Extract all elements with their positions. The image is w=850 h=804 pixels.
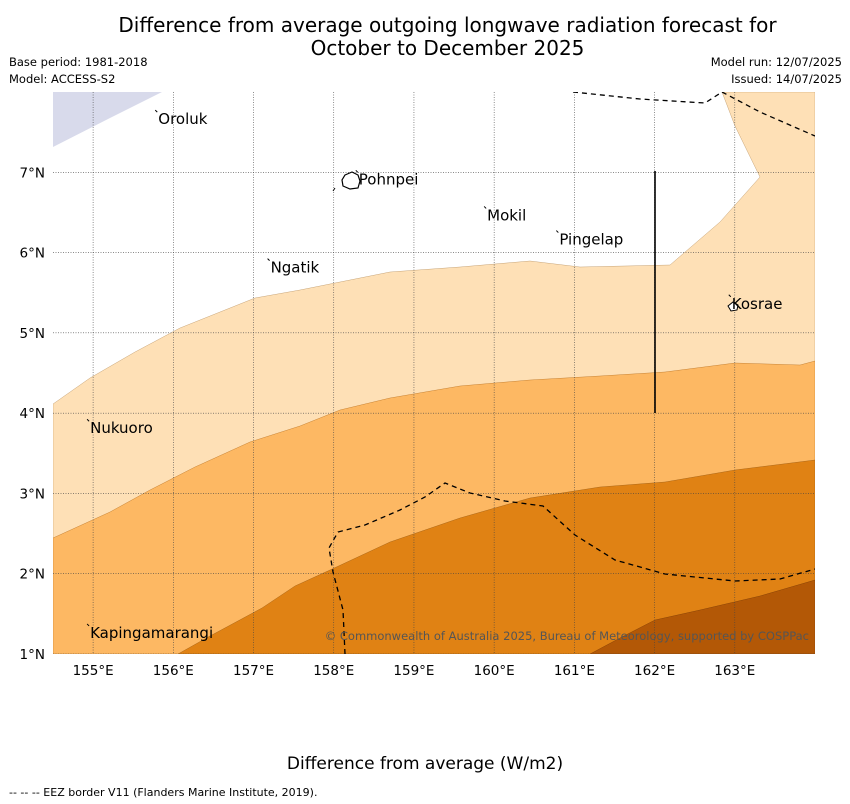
colorbar-label: Difference from average (W/m2) <box>286 754 564 774</box>
lon-tick-label: 155°E <box>73 663 114 679</box>
place-label-kosrae: Kosrae <box>732 295 783 313</box>
lat-tick-label: 3°N <box>20 486 45 502</box>
lon-tick-label: 157°E <box>233 663 274 679</box>
place-label-pohnpei: Pohnpei <box>359 170 419 188</box>
lat-tick-label: 7°N <box>20 165 45 181</box>
map-area <box>53 92 815 654</box>
eez-footnote: -- -- -- EEZ border V11 (Flanders Marine… <box>9 786 318 799</box>
place-marker <box>154 109 158 113</box>
contour-band-15-25 <box>589 579 815 654</box>
meta-right: Model run: 12/07/2025 Issued: 14/07/2025 <box>711 54 842 88</box>
lat-tick-label: 4°N <box>20 406 45 422</box>
issued-date: Issued: 14/07/2025 <box>731 72 842 86</box>
place-label-pingelap: Pingelap <box>559 231 623 249</box>
lat-tick-label: 6°N <box>20 246 45 262</box>
copyright-text: © Commonwealth of Australia 2025, Bureau… <box>325 629 809 643</box>
eez-border-north <box>572 92 815 137</box>
contour-band-10-15 <box>177 459 815 654</box>
place-marker <box>86 418 90 422</box>
lon-tick-label: 163°E <box>714 663 755 679</box>
contour-band-neg5 <box>53 92 162 147</box>
place-label-kapingamarangi: Kapingamarangi <box>90 624 213 642</box>
place-marker <box>483 206 487 209</box>
place-marker <box>267 258 270 261</box>
lat-tick-label: 1°N <box>20 647 45 663</box>
latitude-tick-labels: 1°N 2°N 3°N 4°N 5°N 6°N 7°N <box>20 165 45 663</box>
eez-border-south <box>328 482 815 654</box>
lat-tick-label: 2°N <box>20 567 45 583</box>
lon-tick-label: 162°E <box>634 663 675 679</box>
lon-tick-label: 159°E <box>393 663 434 679</box>
title-line-2: October to December 2025 <box>310 36 585 60</box>
lon-tick-label: 158°E <box>313 663 354 679</box>
map-figure: Oroluk Pohnpei Mokil Pingelap Ngatik Kosrae Nu… <box>20 92 815 679</box>
longitude-tick-labels: 155°E 156°E 157°E 158°E 159°E 160°E 161°E 162°E… <box>73 663 756 679</box>
lat-tick-label: 5°N <box>20 326 45 342</box>
place-marker <box>728 294 732 298</box>
place-labels: Oroluk Pohnpei Mokil Pingelap Ngatik Kosrae Nu… <box>86 109 783 642</box>
pohnpei-island-outline <box>341 171 361 190</box>
place-marker <box>355 169 359 173</box>
model-name: Model: ACCESS-S2 <box>9 72 116 86</box>
title-line-1: Difference from average outgoing longwav… <box>118 13 777 37</box>
pohnpei-reef-mark <box>332 187 336 192</box>
place-marker <box>555 230 559 233</box>
place-marker <box>86 623 90 627</box>
lon-tick-label: 156°E <box>153 663 194 679</box>
place-label-ngatik: Ngatik <box>271 259 320 277</box>
map-title: Difference from average outgoing longwav… <box>0 14 850 60</box>
place-label-oroluk: Oroluk <box>158 110 207 128</box>
place-label-nukuoro: Nukuoro <box>90 419 153 437</box>
meta-left: Base period: 1981-2018 Model: ACCESS-S2 <box>9 54 148 88</box>
model-run: Model run: 12/07/2025 <box>710 55 842 69</box>
kosrae-island-outline <box>727 301 739 312</box>
lon-tick-label: 161°E <box>554 663 595 679</box>
place-label-mokil: Mokil <box>487 206 526 224</box>
lon-tick-label: 160°E <box>474 663 515 679</box>
base-period: Base period: 1981-2018 <box>9 55 148 69</box>
